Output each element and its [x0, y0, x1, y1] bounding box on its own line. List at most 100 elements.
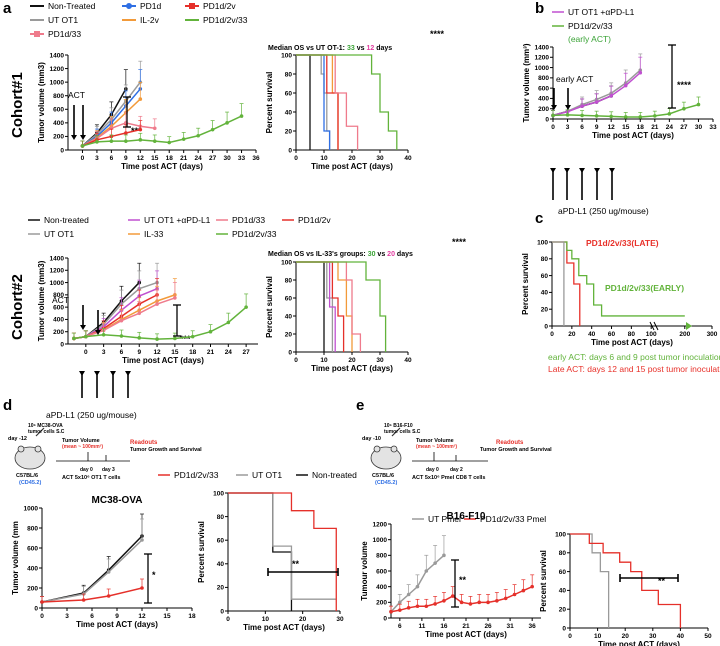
- x-tick-label: 15: [171, 349, 179, 356]
- data-point: [140, 586, 144, 590]
- svg-text:PD1d/2v/33: PD1d/2v/33: [203, 15, 248, 25]
- legend-d: PD1d/2v/33 UT OT1 Non-treated: [158, 470, 357, 480]
- data-point: [225, 121, 229, 125]
- svg-text:tumor cells S.C: tumor cells S.C: [28, 429, 65, 435]
- svg-text:day 3: day 3: [102, 467, 115, 473]
- series-line: [296, 261, 325, 352]
- svg-text:PD1d/2v: PD1d/2v: [203, 1, 236, 11]
- legend-a1-item: IL-2v: [122, 15, 160, 25]
- syringe-icon: [35, 427, 45, 437]
- data-point: [167, 140, 172, 145]
- series-line: [552, 241, 685, 317]
- apdl1-arrow-head: [94, 371, 100, 376]
- data-point: [138, 138, 143, 142]
- apdl1-arrow-head: [564, 168, 570, 173]
- x-tick-label: 26: [484, 623, 492, 630]
- act-arrow-head: [71, 135, 77, 140]
- legend-e-item: UT Pmel: [412, 514, 461, 524]
- y-tick-label: 60: [541, 273, 549, 280]
- x-tick-label: 30: [376, 357, 384, 364]
- data-point: [226, 320, 231, 325]
- sig-a1-os: ****: [430, 29, 445, 39]
- series-line: [296, 261, 334, 352]
- data-point: [667, 112, 672, 116]
- x-tick-label: 100: [646, 331, 657, 338]
- y-tick-label: 40: [217, 561, 225, 568]
- chart-e_surv: 0 20 40 60 80 100 0 10 20 30 40 50 Time post ACT (da…: [539, 531, 712, 646]
- y-tick-label: 600: [53, 107, 64, 114]
- sig-a2: ***: [180, 334, 191, 344]
- y-tick-label: 1400: [50, 52, 65, 59]
- y-tick-label: 60: [285, 90, 293, 97]
- series-line: [82, 115, 242, 147]
- legend-a1-item: UT OT1: [30, 15, 78, 25]
- data-point: [208, 329, 213, 334]
- data-point: [398, 600, 402, 605]
- x-tick-label: 12: [153, 349, 161, 356]
- data-point: [551, 113, 555, 118]
- data-point: [40, 600, 44, 604]
- svg-text:UT OT1 +αPD-L1: UT OT1 +αPD-L1: [568, 7, 635, 17]
- x-tick-label: 9: [137, 349, 141, 356]
- y-tick-label: 200: [27, 585, 38, 592]
- legend-e: UT Pmel PD1d/2v/33 Pmel: [412, 514, 546, 524]
- y-axis-label: Tumor volume (mm³): [522, 43, 531, 122]
- series-line: [41, 539, 143, 603]
- data-point: [239, 114, 244, 118]
- x-tick-label: 31: [507, 623, 515, 630]
- early-act-label: early ACT: [556, 74, 593, 84]
- x-axis-label: Time post ACT (days): [311, 364, 393, 373]
- y-axis-label: Percent survival: [265, 276, 274, 338]
- y-tick-label: 1200: [373, 521, 388, 528]
- data-point: [450, 594, 455, 598]
- y-tick-label: 80: [559, 550, 567, 557]
- sig-d2: **: [292, 559, 300, 569]
- x-axis-label: Time post ACT (days): [121, 162, 203, 171]
- cohort2-label: Cohort#2: [9, 274, 26, 340]
- apdl1-label-a: aPD-L1 (250 ug/mouse): [46, 410, 137, 420]
- data-point: [84, 334, 88, 339]
- y-tick-label: 20: [541, 307, 549, 314]
- svg-text:PD1d/33: PD1d/33: [48, 29, 81, 39]
- data-point: [137, 311, 142, 316]
- syringe-icon: [391, 427, 401, 437]
- apdl1-arrow-head: [579, 168, 585, 173]
- x-tick-label: 20: [568, 331, 576, 338]
- data-point: [155, 302, 159, 306]
- data-point: [459, 600, 464, 605]
- act-label-a1: ACT: [68, 90, 85, 100]
- y-tick-label: 1000: [24, 505, 39, 512]
- axis-break: [653, 321, 659, 331]
- legend-a1: Non-Treated PD1d PD1d/2v UT OT1 IL-2v PD…: [30, 1, 248, 39]
- svg-text:Readouts: Readouts: [496, 440, 524, 446]
- chart-c_surv: 0 20 40 60 80 100 0 20 40 60 80 100 200 300 Time post …: [521, 239, 718, 347]
- data-point: [580, 104, 584, 108]
- x-tick-label: 200: [679, 331, 690, 338]
- os-caption-a2: Median OS vs IL-33's groups: 30 vs 20 da…: [268, 251, 413, 258]
- y-tick-label: 40: [285, 313, 293, 320]
- svg-text:UT OT1: UT OT1: [252, 470, 282, 480]
- data-point: [124, 131, 128, 135]
- data-point: [468, 602, 473, 606]
- svg-text:10⁶ MC38-OVA: 10⁶ MC38-OVA: [28, 423, 63, 429]
- x-axis-label: Time post ACT (days): [243, 623, 325, 632]
- sig-b: ****: [677, 80, 692, 90]
- mouse-icon: [14, 446, 46, 470]
- legend-a2-item: IL-33: [128, 229, 164, 239]
- x-tick-label: 12: [608, 124, 616, 131]
- c-note-early: early ACT: days 6 and 9 post tumor inocu…: [548, 352, 720, 362]
- x-axis-label: Time post ACT (days): [598, 640, 680, 646]
- data-point: [415, 604, 420, 609]
- x-tick-label: 21: [462, 623, 470, 630]
- y-axis-label: Tumour volume: [360, 541, 369, 601]
- y-tick-label: 400: [53, 120, 64, 127]
- chart-e_tumor: 0 200 400 600 800 1000 1200 6 11 16 21 26 31 36 Time p…: [360, 511, 541, 639]
- mouse-icon: [370, 446, 402, 470]
- sig-d1: *: [152, 570, 156, 580]
- x-tick-label: 10: [262, 616, 270, 623]
- x-tick-label: 0: [551, 124, 555, 131]
- data-point: [140, 538, 144, 542]
- y-tick-label: 40: [559, 588, 567, 595]
- x-tick-label: 40: [677, 633, 685, 640]
- svg-text:Non-treated: Non-treated: [312, 470, 357, 480]
